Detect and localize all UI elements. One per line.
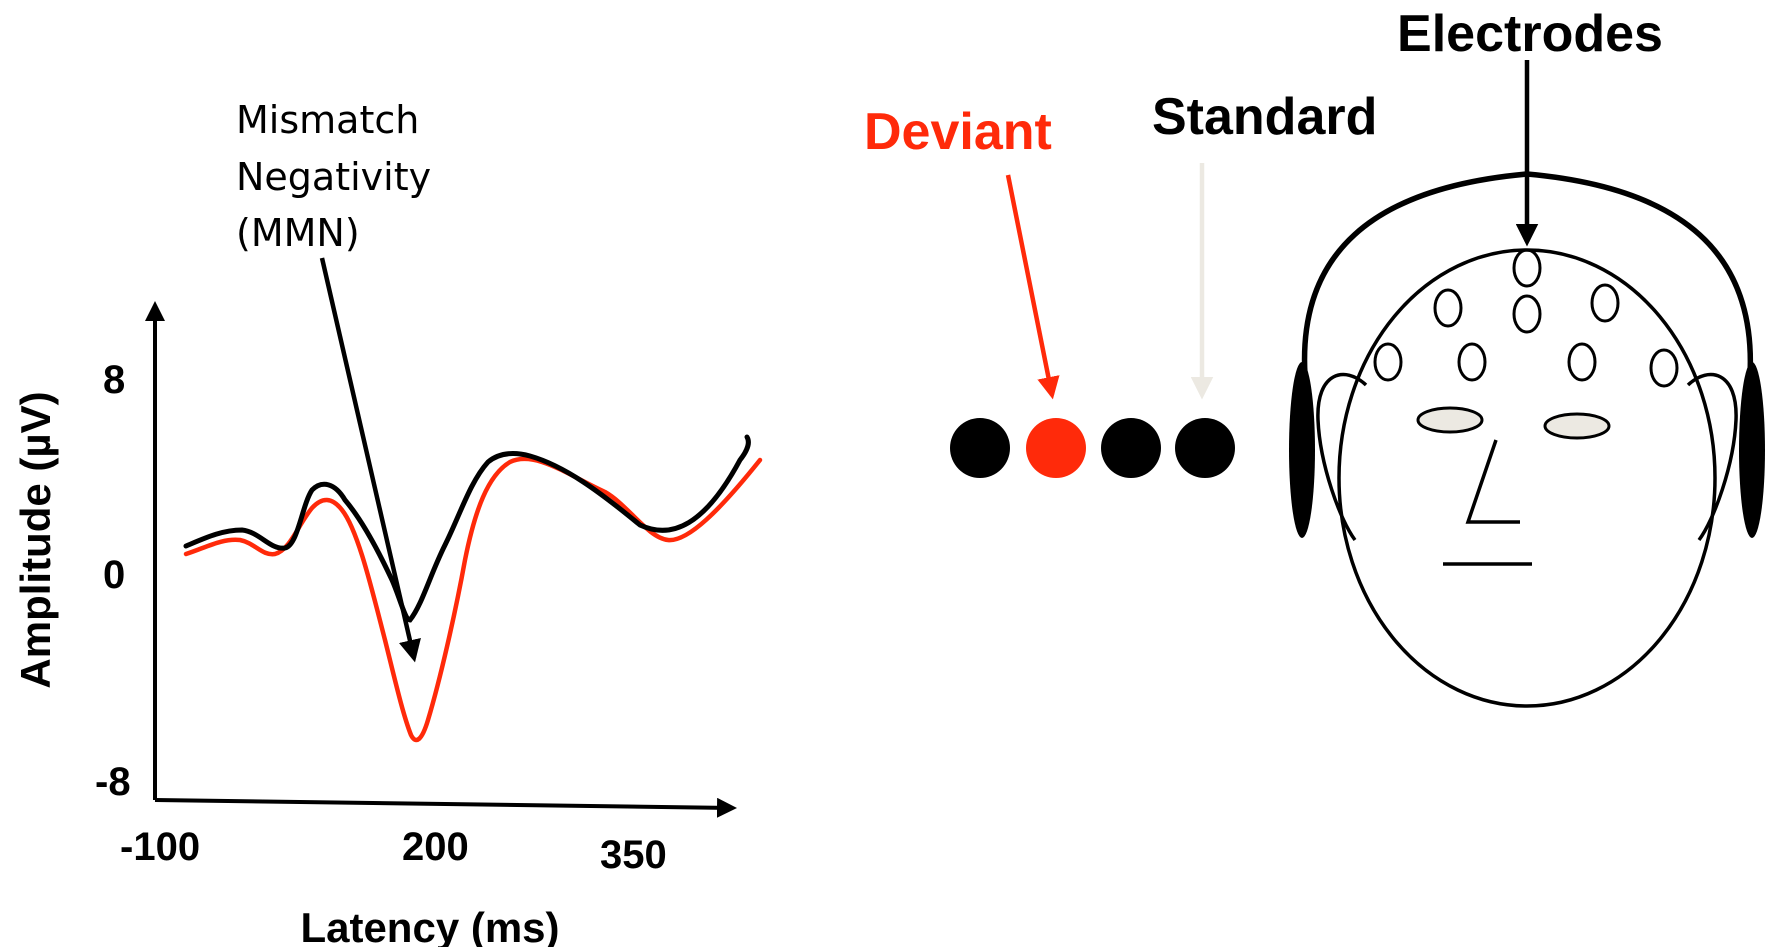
x-tick-minus-100: -100	[120, 825, 200, 869]
y-tick-8: 8	[103, 358, 125, 402]
electrode	[1567, 342, 1597, 382]
deviant-waveform	[183, 456, 763, 743]
deviant-label: Deviant	[864, 103, 1052, 161]
standard-waveform	[183, 434, 751, 623]
standard-stimulus-dot	[1101, 418, 1161, 478]
electrode	[1512, 294, 1542, 334]
y-tick-minus-8: -8	[95, 760, 131, 804]
right-earpiece	[1739, 362, 1765, 538]
mmn-label-line-2: Negativity	[236, 155, 431, 199]
electrode	[1512, 248, 1542, 288]
y-tick-0: 0	[103, 553, 125, 597]
right-eye	[1543, 412, 1611, 440]
head-diagram: Electrodes	[1289, 5, 1765, 708]
x-tick-200: 200	[402, 825, 469, 869]
electrode	[1457, 342, 1487, 382]
standard-stimulus-dot	[1175, 418, 1235, 478]
standard-label: Standard	[1152, 88, 1377, 146]
left-earpiece	[1289, 362, 1315, 538]
electrodes-label: Electrodes	[1397, 5, 1663, 63]
standard-stimulus-dot	[950, 418, 1010, 478]
x-tick-350: 350	[600, 833, 667, 877]
electrode	[1433, 288, 1463, 328]
electrode	[1649, 348, 1679, 388]
electrode-array	[1373, 248, 1679, 388]
x-axis	[154, 797, 737, 818]
electrode	[1373, 342, 1403, 382]
deviant-arrow	[1005, 174, 1060, 400]
face-outline	[1337, 248, 1717, 708]
stimulus-sequence: Deviant Standard	[864, 88, 1377, 478]
x-axis-title: Latency (ms)	[300, 904, 559, 947]
left-eye	[1416, 406, 1484, 434]
electrode	[1590, 283, 1620, 323]
y-axis-title: Amplitude (µV)	[12, 391, 59, 688]
mmn-arrow	[319, 257, 421, 663]
erp-plot: 8 0 -8 -100 200 350 Latency (ms) Amplitu…	[12, 98, 763, 947]
deviant-stimulus-dot	[1026, 418, 1086, 478]
mmn-annotation: Mismatch Negativity (MMN)	[236, 98, 431, 663]
mmn-label-line-1: Mismatch	[236, 98, 419, 142]
headband	[1301, 171, 1754, 376]
nose	[1465, 439, 1520, 524]
mmn-label-line-3: (MMN)	[236, 211, 360, 255]
